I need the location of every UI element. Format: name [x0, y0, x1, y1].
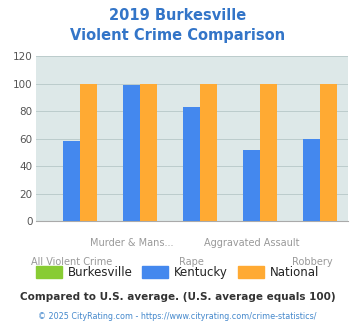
- Bar: [320, 83, 337, 221]
- Text: Compared to U.S. average. (U.S. average equals 100): Compared to U.S. average. (U.S. average …: [20, 292, 335, 302]
- Text: Violent Crime Comparison: Violent Crime Comparison: [70, 28, 285, 43]
- Bar: [140, 83, 157, 221]
- Bar: [244, 149, 260, 221]
- Text: All Violent Crime: All Violent Crime: [31, 257, 112, 267]
- Bar: [183, 107, 200, 221]
- Bar: [63, 141, 80, 221]
- Text: 2019 Burkesville: 2019 Burkesville: [109, 8, 246, 23]
- Bar: [80, 83, 97, 221]
- Bar: [304, 139, 320, 221]
- Bar: [200, 83, 217, 221]
- Text: © 2025 CityRating.com - https://www.cityrating.com/crime-statistics/: © 2025 CityRating.com - https://www.city…: [38, 312, 317, 321]
- Text: Robbery: Robbery: [291, 257, 332, 267]
- Bar: [123, 85, 140, 221]
- Text: Murder & Mans...: Murder & Mans...: [90, 238, 173, 248]
- Legend: Burkesville, Kentucky, National: Burkesville, Kentucky, National: [32, 262, 323, 284]
- Text: Aggravated Assault: Aggravated Assault: [204, 238, 300, 248]
- Bar: [260, 83, 277, 221]
- Text: Rape: Rape: [179, 257, 204, 267]
